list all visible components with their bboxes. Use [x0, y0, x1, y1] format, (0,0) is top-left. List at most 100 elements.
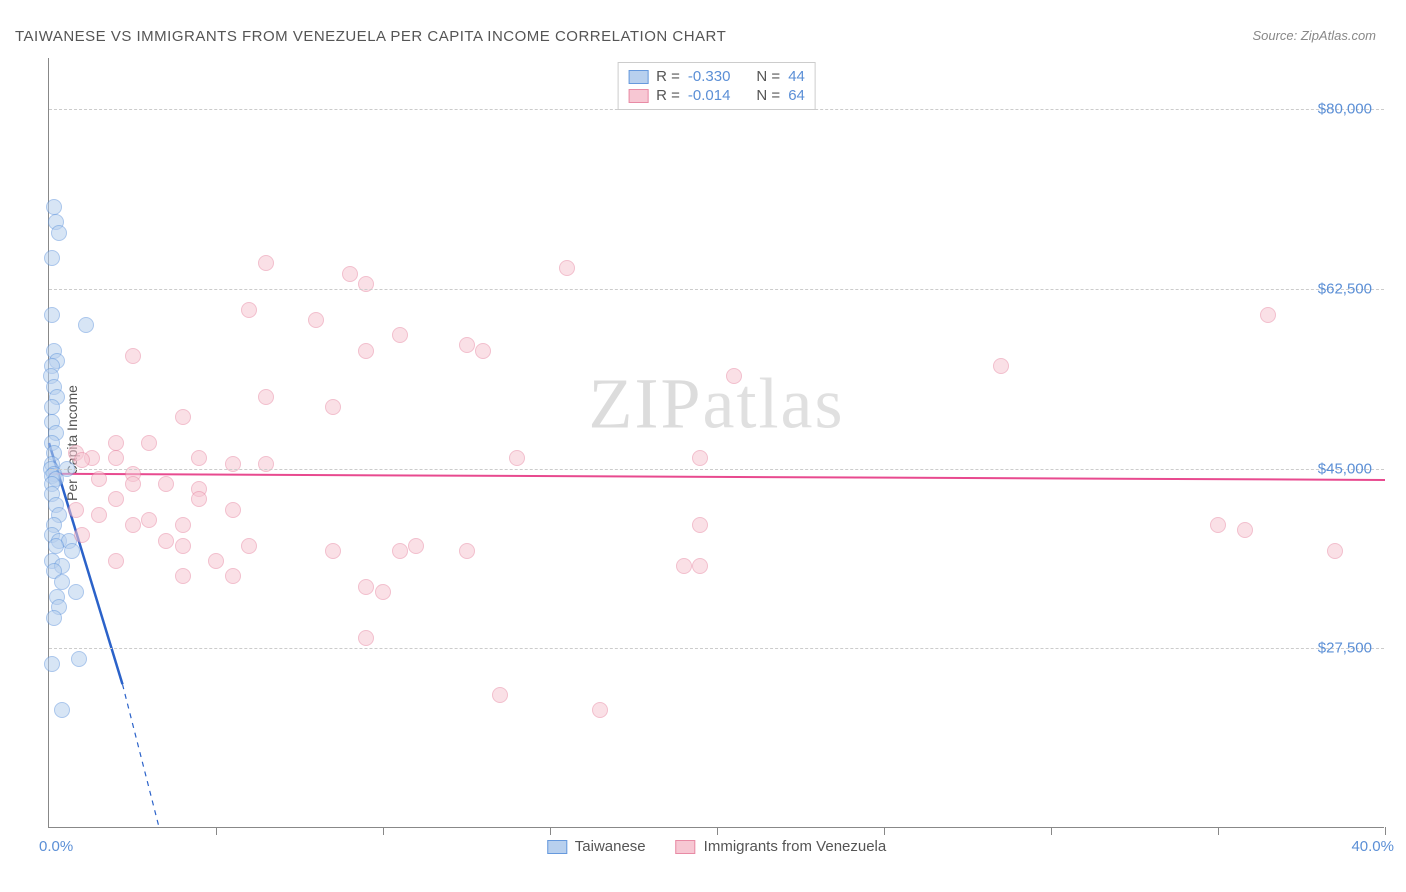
- data-point: [692, 558, 708, 574]
- data-point: [54, 702, 70, 718]
- data-point: [692, 517, 708, 533]
- data-point: [408, 538, 424, 554]
- gridline: [49, 289, 1384, 290]
- data-point: [1327, 543, 1343, 559]
- data-point: [125, 517, 141, 533]
- x-tick: [383, 827, 384, 835]
- data-point: [993, 358, 1009, 374]
- y-tick-label: $80,000: [1318, 101, 1372, 118]
- data-point: [44, 307, 60, 323]
- x-tick: [1385, 827, 1386, 835]
- x-end-label: 40.0%: [1351, 838, 1394, 855]
- legend-label-0: Taiwanese: [575, 838, 646, 855]
- data-point: [676, 558, 692, 574]
- data-point: [158, 476, 174, 492]
- data-point: [241, 538, 257, 554]
- data-point: [342, 266, 358, 282]
- data-point: [375, 584, 391, 600]
- data-point: [141, 512, 157, 528]
- x-tick: [550, 827, 551, 835]
- legend-label-1: Immigrants from Venezuela: [704, 838, 887, 855]
- data-point: [44, 250, 60, 266]
- swatch-taiwanese: [628, 70, 648, 84]
- data-point: [108, 491, 124, 507]
- y-tick-label: $62,500: [1318, 281, 1372, 298]
- source-citation: Source: ZipAtlas.com: [1252, 28, 1376, 43]
- data-point: [225, 568, 241, 584]
- data-point: [1237, 522, 1253, 538]
- data-point: [51, 225, 67, 241]
- data-point: [64, 543, 80, 559]
- data-point: [44, 656, 60, 672]
- data-point: [459, 543, 475, 559]
- r-label: R =: [656, 68, 680, 85]
- data-point: [358, 630, 374, 646]
- data-point: [241, 302, 257, 318]
- gridline: [49, 469, 1384, 470]
- data-point: [175, 517, 191, 533]
- data-point: [492, 687, 508, 703]
- n-label: N =: [756, 87, 780, 104]
- data-point: [91, 471, 107, 487]
- data-point: [308, 312, 324, 328]
- x-start-label: 0.0%: [39, 838, 73, 855]
- data-point: [74, 452, 90, 468]
- data-point: [358, 343, 374, 359]
- bottom-legend: Taiwanese Immigrants from Venezuela: [547, 838, 886, 855]
- data-point: [108, 435, 124, 451]
- chart-title: TAIWANESE VS IMMIGRANTS FROM VENEZUELA P…: [15, 28, 726, 45]
- data-point: [392, 543, 408, 559]
- stats-row-1: R = -0.014 N = 64: [628, 86, 805, 105]
- r-value-0: -0.330: [688, 68, 731, 85]
- data-point: [48, 538, 64, 554]
- data-point: [91, 507, 107, 523]
- data-point: [68, 502, 84, 518]
- data-point: [258, 389, 274, 405]
- data-point: [125, 476, 141, 492]
- data-point: [191, 450, 207, 466]
- data-point: [44, 399, 60, 415]
- data-point: [726, 368, 742, 384]
- data-point: [692, 450, 708, 466]
- y-tick-label: $45,000: [1318, 460, 1372, 477]
- data-point: [509, 450, 525, 466]
- swatch-venezuela: [676, 840, 696, 854]
- data-point: [208, 553, 224, 569]
- data-point: [46, 610, 62, 626]
- gridline: [49, 648, 1384, 649]
- scatter-plot: Per Capita Income ZIPatlas R = -0.330 N …: [48, 58, 1384, 828]
- data-point: [68, 584, 84, 600]
- data-point: [74, 527, 90, 543]
- n-value-1: 64: [788, 87, 805, 104]
- data-point: [358, 579, 374, 595]
- data-point: [592, 702, 608, 718]
- x-tick: [216, 827, 217, 835]
- gridline: [49, 109, 1384, 110]
- data-point: [325, 399, 341, 415]
- data-point: [475, 343, 491, 359]
- data-point: [175, 568, 191, 584]
- n-label: N =: [756, 68, 780, 85]
- swatch-taiwanese: [547, 840, 567, 854]
- data-point: [175, 538, 191, 554]
- data-point: [459, 337, 475, 353]
- markers-layer: [49, 58, 1384, 827]
- legend-item-0: Taiwanese: [547, 838, 646, 855]
- data-point: [325, 543, 341, 559]
- data-point: [108, 553, 124, 569]
- data-point: [175, 409, 191, 425]
- data-point: [71, 651, 87, 667]
- data-point: [78, 317, 94, 333]
- x-tick: [884, 827, 885, 835]
- x-tick: [1218, 827, 1219, 835]
- data-point: [125, 348, 141, 364]
- stats-legend: R = -0.330 N = 44 R = -0.014 N = 64: [617, 62, 816, 110]
- r-value-1: -0.014: [688, 87, 731, 104]
- n-value-0: 44: [788, 68, 805, 85]
- data-point: [158, 533, 174, 549]
- data-point: [225, 502, 241, 518]
- data-point: [46, 199, 62, 215]
- x-tick: [717, 827, 718, 835]
- legend-item-1: Immigrants from Venezuela: [676, 838, 887, 855]
- r-label: R =: [656, 87, 680, 104]
